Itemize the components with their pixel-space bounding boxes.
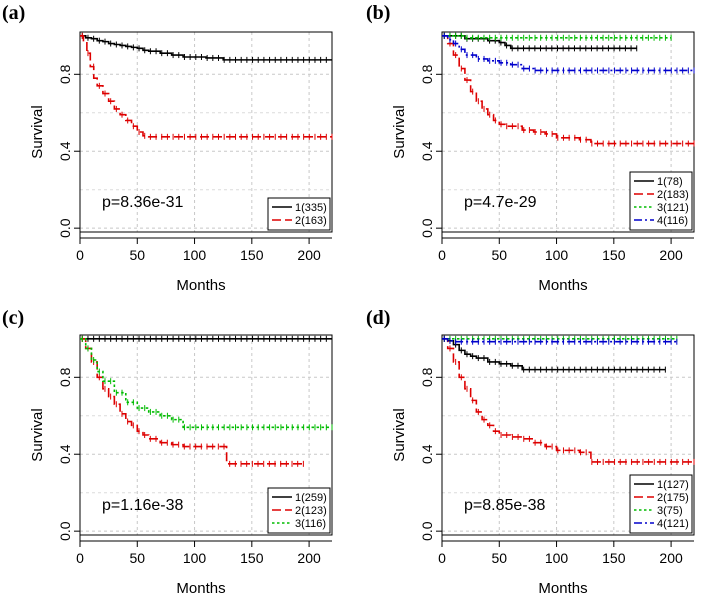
survival-curve-3 bbox=[442, 35, 694, 72]
x-tick-label: 0 bbox=[76, 247, 84, 263]
x-axis-title: Months bbox=[176, 580, 225, 597]
legend-label: 2(183) bbox=[657, 189, 689, 201]
x-tick-label: 150 bbox=[602, 247, 626, 263]
y-tick-label: 0.4 bbox=[419, 444, 435, 464]
x-tick-label: 200 bbox=[297, 550, 321, 566]
y-tick-label: 0.4 bbox=[57, 444, 73, 464]
x-tick-label: 0 bbox=[438, 550, 446, 566]
survival-curve-1 bbox=[442, 35, 694, 145]
x-axis-title: Months bbox=[538, 277, 587, 294]
chart-panel-3: (d) 0 50 100 150 200 0.0 0.4 0.8 Months Survival p=… bbox=[366, 307, 695, 597]
x-axis-title: Months bbox=[176, 277, 225, 294]
legend-label: 1(127) bbox=[657, 479, 689, 491]
x-tick-label: 100 bbox=[183, 550, 207, 566]
y-axis-title: Survival bbox=[391, 408, 408, 461]
y-tick-label: 0.0 bbox=[57, 218, 73, 238]
panel-letter: (d) bbox=[366, 307, 390, 329]
x-tick-label: 50 bbox=[129, 550, 145, 566]
y-axis-title: Survival bbox=[29, 408, 46, 461]
y-tick-label: 0.8 bbox=[57, 64, 73, 84]
legend-label: 4(116) bbox=[657, 215, 688, 227]
survival-curve-1 bbox=[80, 35, 332, 138]
survival-curve-1 bbox=[442, 338, 694, 463]
y-axis-title: Survival bbox=[29, 105, 46, 158]
x-tick-label: 150 bbox=[602, 550, 626, 566]
x-tick-label: 50 bbox=[491, 550, 507, 566]
y-tick-label: 0.8 bbox=[419, 64, 435, 84]
x-tick-label: 100 bbox=[545, 550, 569, 566]
legend-label: 3(116) bbox=[295, 518, 326, 530]
legend-label: 3(75) bbox=[657, 505, 683, 517]
x-tick-label: 50 bbox=[491, 247, 507, 263]
y-tick-label: 0.0 bbox=[57, 521, 73, 541]
y-tick-label: 0.8 bbox=[57, 367, 73, 387]
legend-label: 1(78) bbox=[657, 176, 683, 188]
x-tick-label: 100 bbox=[183, 247, 207, 263]
x-tick-label: 0 bbox=[438, 247, 446, 263]
x-tick-label: 200 bbox=[659, 550, 683, 566]
chart-panel-2: (c) 0 50 100 150 200 0.0 0.4 0.8 Months Survival p=… bbox=[2, 307, 333, 597]
survival-curve-0 bbox=[442, 35, 637, 50]
y-tick-label: 0.8 bbox=[419, 367, 435, 387]
legend-label: 4(121) bbox=[657, 518, 689, 530]
survival-curve-2 bbox=[442, 35, 672, 39]
legend-label: 3(121) bbox=[657, 202, 689, 214]
x-tick-label: 150 bbox=[240, 247, 264, 263]
panel-letter: (a) bbox=[2, 2, 25, 24]
chart-panel-0: (a) 0 50 100 150 200 0.0 0.4 0.8 Months Survival p=… bbox=[2, 2, 333, 294]
x-tick-label: 100 bbox=[545, 247, 569, 263]
y-tick-label: 0.4 bbox=[419, 141, 435, 161]
legend-label: 2(175) bbox=[657, 492, 689, 504]
survival-curve-2 bbox=[80, 338, 332, 429]
p-value-annotation: p=4.7e-29 bbox=[464, 194, 537, 211]
x-tick-label: 50 bbox=[129, 247, 145, 263]
legend-label: 2(163) bbox=[295, 215, 327, 227]
p-value-annotation: p=8.85e-38 bbox=[464, 497, 546, 514]
y-axis-title: Survival bbox=[391, 105, 408, 158]
x-tick-label: 200 bbox=[659, 247, 683, 263]
legend-label: 1(259) bbox=[295, 492, 327, 504]
survival-curve-1 bbox=[80, 338, 304, 465]
legend-label: 2(123) bbox=[295, 505, 327, 517]
chart-panel-1: (b) 0 50 100 150 200 0.0 0.4 0.8 Months Survival p=… bbox=[366, 2, 695, 294]
legend-label: 1(335) bbox=[295, 202, 327, 214]
p-value-annotation: p=8.36e-31 bbox=[102, 194, 184, 211]
x-tick-label: 150 bbox=[240, 550, 264, 566]
y-tick-label: 0.0 bbox=[419, 521, 435, 541]
y-tick-label: 0.4 bbox=[57, 141, 73, 161]
x-axis-title: Months bbox=[538, 580, 587, 597]
survival-curve-3 bbox=[442, 338, 677, 343]
panel-letter: (c) bbox=[2, 307, 24, 329]
p-value-annotation: p=1.16e-38 bbox=[102, 497, 184, 514]
panel-letter: (b) bbox=[366, 2, 390, 24]
legend-box bbox=[267, 197, 331, 231]
x-tick-label: 200 bbox=[297, 247, 321, 263]
y-tick-label: 0.0 bbox=[419, 218, 435, 238]
x-tick-label: 0 bbox=[76, 550, 84, 566]
survival-curve-0 bbox=[442, 338, 666, 371]
survival-curve-0 bbox=[80, 35, 332, 61]
